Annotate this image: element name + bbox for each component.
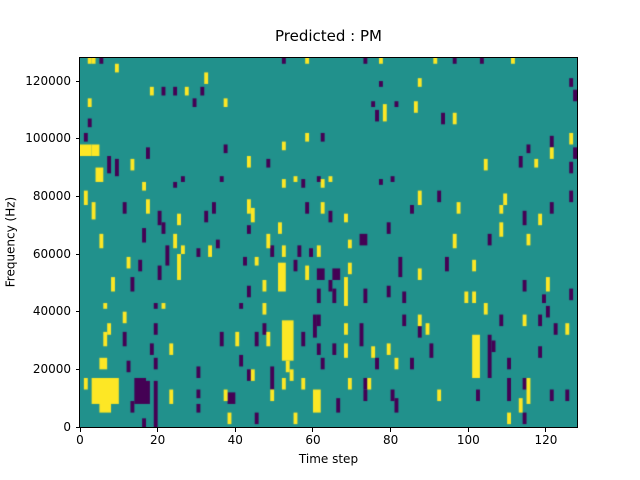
x-tick-mark xyxy=(312,428,314,432)
y-tick-label: 60000 xyxy=(32,246,71,261)
x-tick-label: 20 xyxy=(150,433,166,447)
x-tick-mark xyxy=(390,428,392,432)
x-tick-label: 100 xyxy=(456,433,480,447)
y-tick-mark xyxy=(76,368,80,370)
x-tick-label: 80 xyxy=(382,433,399,447)
heatmap-canvas xyxy=(80,58,577,427)
y-tick-label: 80000 xyxy=(32,188,71,203)
y-tick-mark xyxy=(76,426,80,428)
x-tick-label: 40 xyxy=(227,433,243,447)
chart-title: Predicted : PM xyxy=(275,27,382,45)
y-tick-mark xyxy=(76,138,80,140)
y-tick-label: 100000 xyxy=(25,131,71,146)
x-tick-mark xyxy=(545,428,547,432)
x-tick-mark xyxy=(234,428,236,432)
y-tick-label: 20000 xyxy=(32,361,71,376)
y-tick-mark xyxy=(76,195,80,197)
x-tick-label: 120 xyxy=(534,433,558,447)
x-axis-ticks: 0 20 40 60 80 100 120 xyxy=(76,428,577,452)
y-tick-mark xyxy=(76,253,80,255)
x-tick-mark xyxy=(79,428,81,432)
x-tick-label: 60 xyxy=(305,433,321,447)
y-tick-label: 40000 xyxy=(32,304,71,319)
x-tick-mark xyxy=(157,428,159,432)
y-tick-mark xyxy=(76,80,80,82)
plot-area xyxy=(79,57,578,428)
x-tick-label: 0 xyxy=(76,433,84,447)
x-tick-mark xyxy=(467,428,469,432)
x-axis-label: Time step xyxy=(298,452,359,466)
y-tick-label: 0 xyxy=(63,419,71,434)
y-tick-mark xyxy=(76,311,80,313)
y-axis-ticks: 0 20000 40000 60000 80000 100000 120000 xyxy=(0,58,80,433)
y-tick-label: 120000 xyxy=(25,73,71,88)
